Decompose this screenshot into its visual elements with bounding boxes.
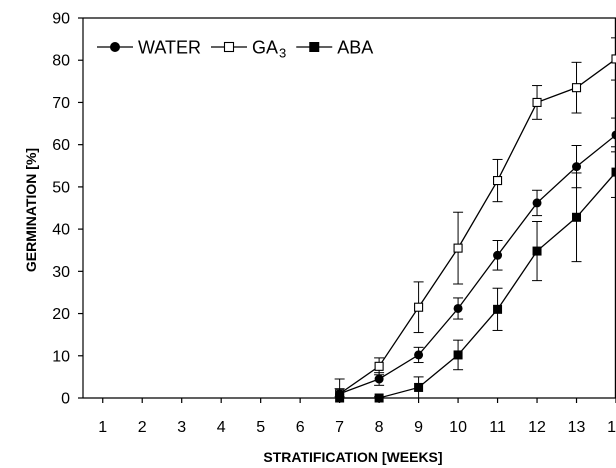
x-tick-label: 5 [256,419,265,436]
x-tick-label: 8 [375,419,384,436]
data-point-water [572,162,582,172]
data-point-aba [335,393,345,403]
data-point-ga [414,302,424,312]
data-point-water [493,250,503,260]
series-water [334,117,616,399]
x-tick-label: 11 [489,419,506,436]
y-tick-label: 50 [52,179,70,196]
data-point-ga [374,361,384,371]
x-axis-ticks: 1234567891011121314 [98,398,616,436]
data-point-water [532,198,542,208]
legend-marker-aba [309,42,320,52]
x-tick-label: 7 [335,419,344,436]
legend-label-water: WATER [138,38,201,58]
x-tick-label: 12 [528,419,546,436]
series-line-ga [339,58,616,395]
x-tick-label: 9 [414,419,423,436]
y-tick-label: 0 [61,391,70,408]
data-point-aba [453,350,463,360]
y-tick-label: 60 [52,137,70,154]
data-point-aba [374,393,384,403]
data-point-water [453,303,463,313]
y-tick-label: 80 [52,53,70,70]
data-point-ga [453,243,463,253]
data-point-ga [571,83,582,93]
x-tick-label: 3 [177,419,186,436]
y-axis-title: GERMINATION [%] [23,148,39,272]
y-tick-label: 70 [52,95,70,112]
x-tick-label: 6 [296,419,305,436]
x-tick-label: 14 [607,419,616,436]
y-tick-label: 30 [52,264,70,281]
axes [82,17,616,399]
x-tick-label: 10 [449,419,467,436]
data-point-aba [414,382,424,392]
legend: WATER GA 3 ABA [97,38,373,61]
series-line-water [339,134,616,395]
y-axis-ticks: 0 10 20 30 40 50 60 70 80 90 [52,11,83,408]
data-point-ga [532,97,542,107]
data-point-ga [611,54,616,64]
x-tick-label: 13 [568,419,586,436]
y-tick-label: 10 [52,348,70,365]
x-tick-label: 4 [217,419,226,436]
series-layer [334,37,616,403]
x-axis-title: STRATIFICATION [WEEKS] [263,449,442,465]
legend-item-ga: GA 3 [211,38,286,61]
data-point-aba [572,212,582,222]
legend-label-subscript: 3 [279,46,286,61]
x-tick-label: 2 [138,419,147,436]
legend-item-aba: ABA [296,38,373,58]
y-tick-label: 20 [52,306,70,323]
data-point-aba [532,246,542,256]
y-tick-label: 90 [52,11,70,28]
legend-marker-water [110,42,120,52]
data-point-aba [493,304,503,314]
data-point-aba [611,167,616,177]
data-point-water [374,374,384,384]
legend-item-water: WATER [97,38,201,58]
series-line-aba [339,171,616,399]
data-point-water [414,350,424,360]
data-point-ga [493,176,503,186]
x-tick-label: 1 [98,419,107,436]
legend-label-aba: ABA [337,38,373,58]
series-aba [334,146,616,403]
y-tick-label: 40 [52,222,70,239]
legend-marker-ga [223,41,235,53]
data-point-water [611,130,616,140]
legend-label-ga: GA [252,38,278,58]
